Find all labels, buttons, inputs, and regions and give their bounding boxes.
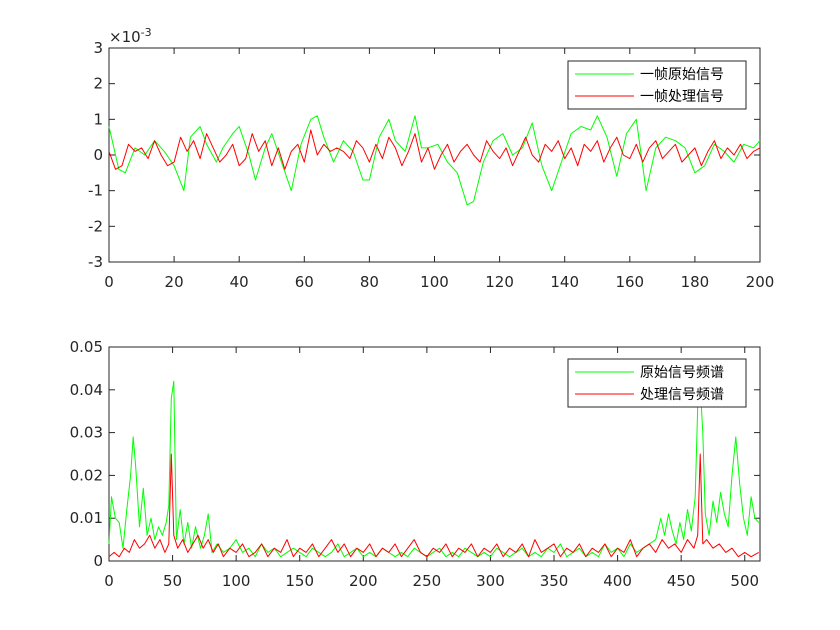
- top-legend-label-processed: 一帧处理信号: [640, 89, 724, 105]
- top-subplot: 0 20 40 60 80 100 120 140 160 180 200 3 2 1 0 -1 -2 -3 ×…: [88, 26, 774, 291]
- bottom-x-tick-label: 150: [285, 572, 314, 590]
- top-y-tick-label: -2: [88, 217, 103, 235]
- bottom-y-tick-label: 0.01: [70, 509, 103, 527]
- bottom-x-tick-label: 400: [603, 572, 632, 590]
- top-legend-box: [567, 60, 747, 110]
- bottom-x-ticks: 0 50 100 150 200 250 300 350 400 450 500: [104, 347, 759, 590]
- bottom-x-tick-label: 500: [730, 572, 759, 590]
- top-y-exponent-base: ×10: [109, 28, 141, 46]
- top-x-tick-label: 0: [104, 273, 114, 291]
- top-legend: 一帧原始信号 一帧处理信号: [567, 60, 747, 110]
- bottom-subplot: 0 50 100 150 200 250 300 350 400 450 500 0.050.040…: [70, 338, 761, 590]
- bottom-x-tick-label: 0: [104, 572, 114, 590]
- bottom-series-group: [108, 380, 760, 558]
- bottom-legend-box: [567, 358, 747, 408]
- top-y-tick-label: 2: [93, 75, 103, 93]
- top-y-ticks: 3 2 1 0 -1 -2 -3: [88, 39, 760, 271]
- bottom-x-tick-label: 350: [540, 572, 569, 590]
- top-legend-label-original: 一帧原始信号: [640, 67, 724, 83]
- bottom-y-tick-label: 0.04: [70, 381, 103, 399]
- bottom-series-line-processed: [108, 453, 759, 558]
- top-x-tick-label: 40: [230, 273, 249, 291]
- top-x-tick-label: 20: [165, 273, 184, 291]
- bottom-x-tick-label: 450: [667, 572, 696, 590]
- top-series-line-original: [108, 115, 761, 206]
- bottom-legend-label-original: 原始信号频谱: [640, 365, 724, 381]
- top-series-line-processed: [108, 129, 761, 170]
- top-series-group: [108, 115, 761, 206]
- bottom-x-tick-label: 200: [349, 572, 378, 590]
- bottom-y-tick-label: 0: [93, 552, 103, 570]
- top-x-tick-label: 180: [681, 273, 710, 291]
- top-y-tick-label: 3: [93, 39, 103, 57]
- bottom-x-tick-label: 300: [476, 572, 505, 590]
- top-y-exponent-power: -3: [141, 26, 152, 39]
- bottom-legend-label-processed: 处理信号频谱: [640, 387, 724, 403]
- top-y-tick-label: -1: [88, 182, 103, 200]
- top-x-tick-label: 80: [360, 273, 379, 291]
- top-x-tick-label: 60: [295, 273, 314, 291]
- bottom-x-tick-label: 250: [413, 572, 442, 590]
- top-y-tick-label: -3: [88, 253, 103, 271]
- bottom-x-tick-label: 100: [222, 572, 251, 590]
- bottom-series-line-original: [108, 380, 760, 558]
- top-x-tick-label: 100: [420, 273, 449, 291]
- top-y-tick-label: 0: [93, 146, 103, 164]
- bottom-y-ticks: 0.05 0.04 0.03 0.02 0.01 0: [70, 338, 760, 570]
- bottom-x-tick-label: 50: [163, 572, 182, 590]
- bottom-y-tick-label: 0.02: [70, 466, 103, 484]
- top-y-exponent: ×10-3: [109, 26, 152, 46]
- top-x-ticks: 0 20 40 60 80 100 120 140 160 180 200: [104, 48, 774, 291]
- top-x-tick-label: 140: [550, 273, 579, 291]
- top-x-tick-label: 160: [615, 273, 644, 291]
- top-y-tick-label: 1: [93, 110, 103, 128]
- bottom-y-tick-label: 0.05: [70, 338, 103, 356]
- bottom-legend: 原始信号频谱 处理信号频谱: [567, 358, 747, 408]
- top-x-tick-label: 120: [485, 273, 514, 291]
- bottom-y-tick-label: 0.03: [70, 424, 103, 442]
- top-x-tick-label: 200: [746, 273, 775, 291]
